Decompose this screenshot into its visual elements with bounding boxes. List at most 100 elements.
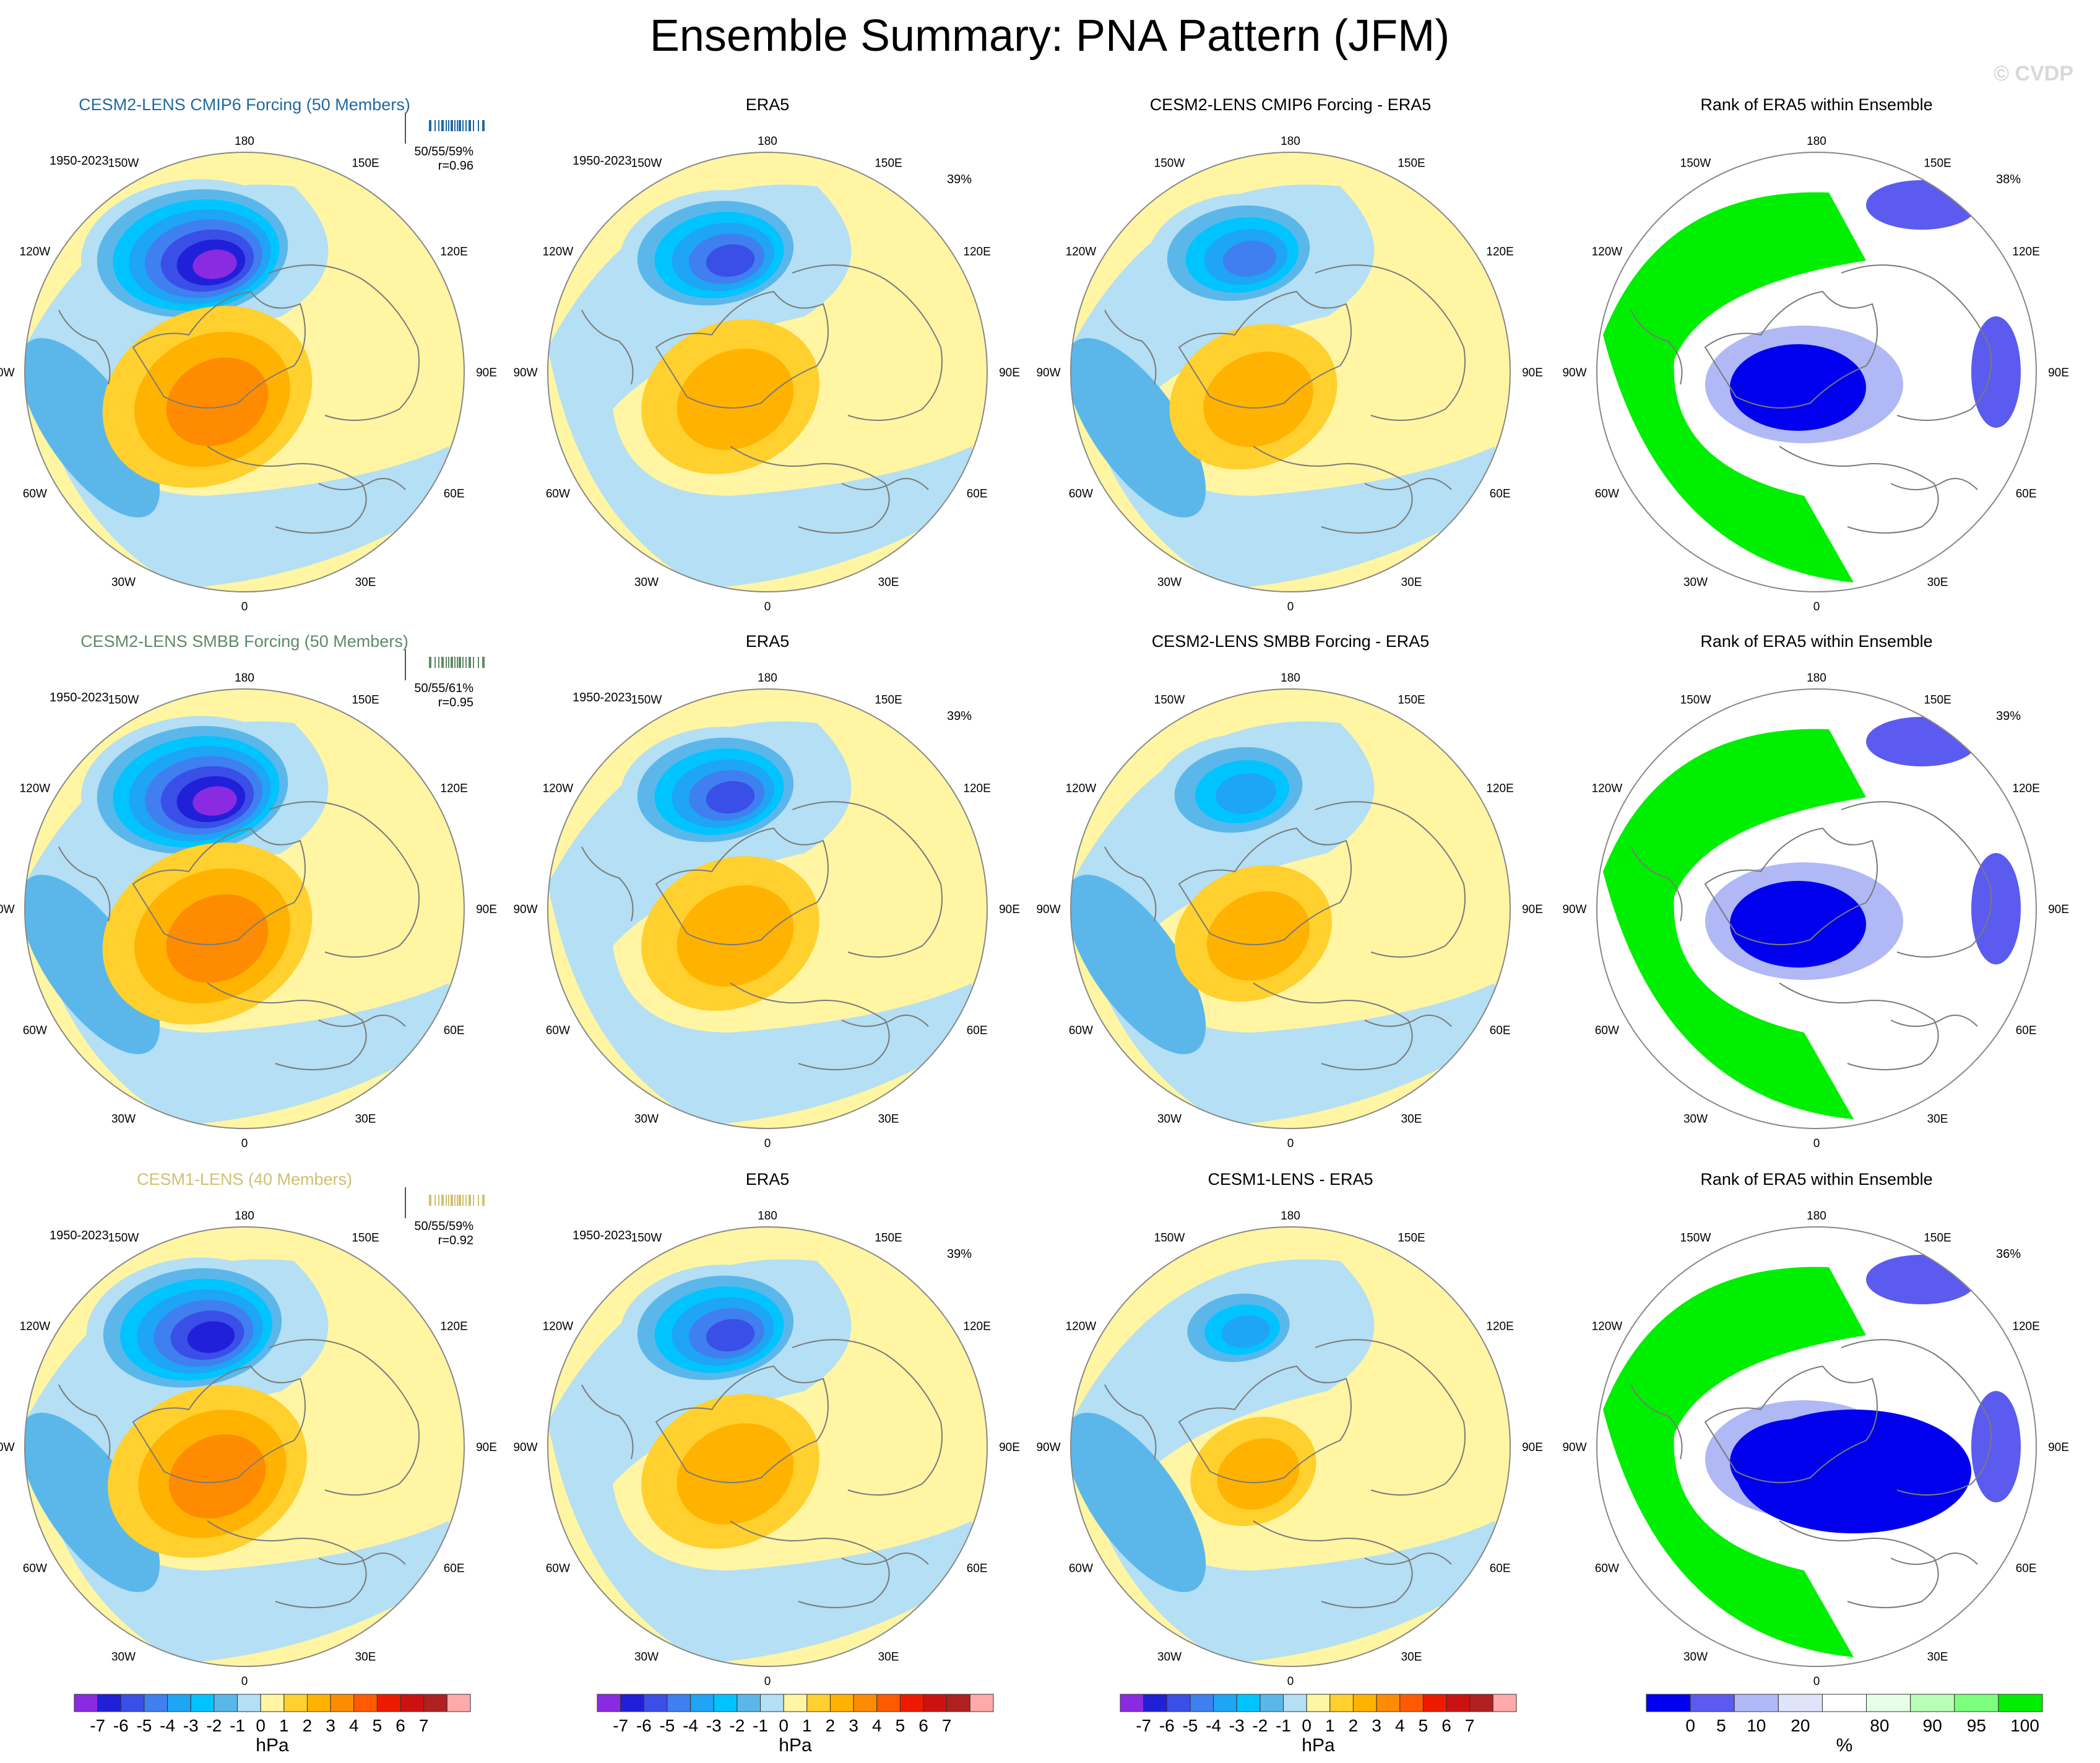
colorbar-segment — [1690, 1694, 1735, 1712]
longitude-label: 90W — [1562, 366, 1586, 379]
longitude-label: 30W — [1157, 1113, 1182, 1126]
colorbar-segment — [1352, 1694, 1377, 1712]
colorbar-tick-label: 3 — [1372, 1716, 1381, 1735]
coastline — [841, 1553, 929, 1565]
panel-title: CESM2-LENS SMBB Forcing (50 Members) — [80, 632, 408, 651]
longitude-label: 90E — [476, 903, 497, 916]
longitude-label: 180 — [235, 135, 254, 148]
longitude-label: 30E — [355, 1113, 376, 1126]
colorbar-tick-label: 4 — [1395, 1716, 1405, 1735]
colorbar-segment — [1821, 1694, 1867, 1712]
longitude-label: 60W — [1595, 1024, 1619, 1037]
rank-high-region — [1603, 192, 1866, 583]
colorbar-segment — [1329, 1694, 1354, 1712]
longitude-label: 120W — [1592, 1320, 1623, 1333]
longitude-label: 30W — [1157, 576, 1182, 589]
colorbar-tick-label: 7 — [942, 1716, 952, 1735]
colorbar-tick-label: 2 — [1349, 1716, 1359, 1735]
longitude-label: 180 — [1281, 135, 1300, 148]
coastline — [1253, 982, 1413, 1070]
coastline — [1630, 846, 1683, 922]
colorbar-tick-label: 1 — [279, 1716, 289, 1735]
panel-title: CESM2-LENS CMIP6 Forcing - ERA5 — [1150, 95, 1432, 114]
coastline — [730, 446, 890, 534]
coastline — [841, 478, 929, 490]
pattern-correlation: r=0.95 — [438, 696, 473, 709]
coastline — [1364, 1015, 1452, 1027]
pacific-low-contour — [1221, 1315, 1271, 1348]
longitude-label: 150E — [352, 1231, 379, 1244]
map-field — [548, 152, 987, 592]
colorbar-segment — [1166, 1694, 1191, 1712]
map-field — [1071, 1227, 1510, 1666]
longitude-label: 150W — [1154, 157, 1185, 170]
longitude-label: 120E — [440, 1320, 467, 1333]
longitude-label: 30E — [878, 576, 899, 589]
period-label: 1950-2023 — [573, 1229, 632, 1242]
colorbar-segment — [1469, 1694, 1493, 1712]
colorbar-tick-label: 7 — [419, 1716, 429, 1735]
colorbar-tick-label: 4 — [349, 1716, 359, 1735]
coastline — [655, 827, 829, 945]
coastline — [1104, 846, 1157, 922]
panel-title: Rank of ERA5 within Ensemble — [1700, 632, 1932, 651]
colorbar-tick-label: 0 — [256, 1716, 266, 1735]
longitude-label: 60E — [2016, 1562, 2037, 1575]
map-outline — [24, 152, 465, 592]
percent-label: 38% — [1996, 173, 2021, 186]
north-america-high-contour — [1206, 891, 1310, 981]
longitude-label: 60E — [967, 488, 988, 501]
longitude-label: 0 — [1813, 1675, 1820, 1688]
rank-lowest-region — [1730, 881, 1866, 968]
longitude-label: 90W — [1562, 903, 1586, 916]
colorbar-segment — [74, 1694, 98, 1712]
longitude-label: 180 — [235, 1210, 254, 1223]
longitude-label: 0 — [241, 600, 248, 613]
north-america-high-contour — [1203, 352, 1313, 447]
longitude-label: 60E — [444, 1024, 465, 1037]
map-panel: 180 150E 120E 90E 60E 30E 0 30W 60W 90W 120W 150W Ra… — [1562, 632, 2068, 1150]
longitude-label: 60E — [1490, 1562, 1511, 1575]
longitude-label: 150E — [1924, 1231, 1951, 1244]
longitude-label: 150W — [1680, 157, 1711, 170]
coastline — [581, 310, 634, 385]
map-field — [1071, 689, 1510, 1128]
longitude-label: 150E — [875, 157, 902, 170]
map-field — [548, 1227, 987, 1666]
colorbar-segment — [190, 1694, 215, 1712]
pacific-low-contour — [706, 244, 755, 277]
figure-title: Ensemble Summary: PNA Pattern (JFM) — [650, 11, 1450, 61]
longitude-label: 120W — [1066, 782, 1097, 795]
colorbar-tick-label: -2 — [206, 1716, 222, 1735]
longitude-label: 0 — [1287, 600, 1294, 613]
colorbar-tick-label: 5 — [1419, 1716, 1428, 1735]
pattern-correlation: r=0.92 — [438, 1234, 473, 1247]
colorbar-segment — [97, 1694, 121, 1712]
coastline — [58, 310, 111, 385]
longitude-label: 150W — [108, 157, 139, 170]
longitude-label: 30E — [878, 1113, 899, 1126]
longitude-label: 150E — [352, 693, 379, 706]
coastline — [1315, 264, 1466, 421]
coastline — [1630, 1384, 1683, 1460]
coastline — [1704, 1365, 1878, 1483]
longitude-label: 60E — [1490, 488, 1511, 501]
map-outline — [1070, 1226, 1511, 1667]
longitude-label: 150E — [1398, 1231, 1425, 1244]
rank-high-region — [1603, 729, 1866, 1119]
rank-low-region — [1971, 316, 2021, 428]
colorbar-segment — [969, 1694, 994, 1712]
longitude-label: 120E — [963, 1320, 990, 1333]
colorbar-tick-label: -6 — [113, 1716, 129, 1735]
colorbar-segment — [620, 1694, 644, 1712]
colorbar-tick-label: 0 — [1685, 1716, 1695, 1735]
map-panel: 180 150E 120E 90E 60E 30E 0 30W 60W 90W 120W 150W CE… — [1036, 1170, 1542, 1688]
longitude-label: 120E — [440, 246, 467, 259]
colorbar-segment — [597, 1694, 621, 1712]
longitude-label: 60E — [2016, 1024, 2037, 1037]
colorbar-segment — [806, 1694, 831, 1712]
colorbar-segment — [1306, 1694, 1331, 1712]
colorbar-segment — [1213, 1694, 1237, 1712]
coastline — [581, 1384, 634, 1460]
atlantic-low-region — [1071, 875, 1206, 1054]
